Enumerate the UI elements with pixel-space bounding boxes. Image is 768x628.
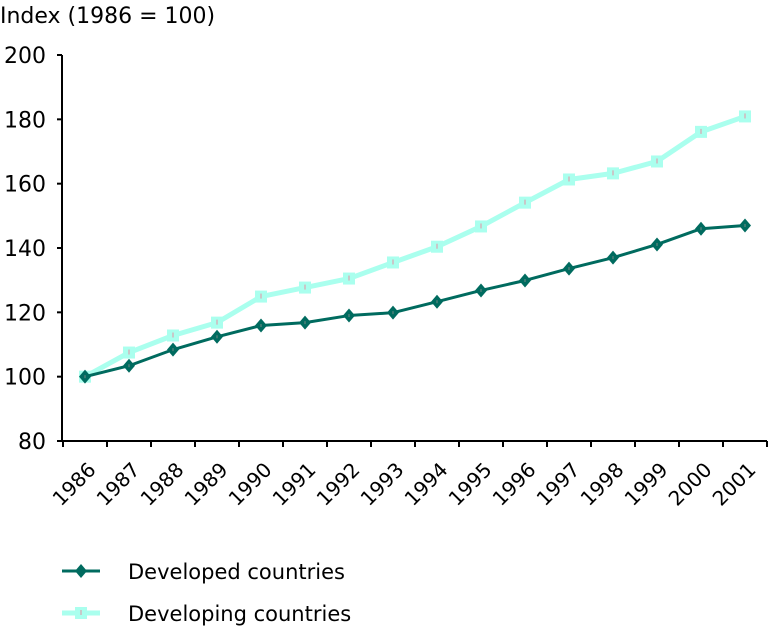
- series-layer: [79, 110, 751, 384]
- x-tick-label: 1997: [532, 458, 585, 511]
- data-point-center: [568, 267, 570, 271]
- x-tick-label: 1988: [136, 458, 189, 511]
- x-tick-label: 1996: [488, 458, 541, 511]
- data-point-center: [392, 311, 394, 315]
- x-tick-label: 1989: [180, 458, 233, 511]
- data-point-center: [216, 335, 218, 339]
- data-point-center: [480, 288, 482, 292]
- data-point-center: [436, 300, 438, 304]
- y-tick-label: 100: [4, 366, 46, 391]
- data-point-center: [612, 256, 614, 260]
- series-developed-countries: [79, 218, 751, 384]
- data-point-center: [172, 348, 174, 352]
- x-tick-label: 1991: [268, 458, 321, 511]
- y-tick-label: 200: [4, 44, 46, 69]
- legend: Developed countries Developing countries: [62, 560, 351, 626]
- x-tick-label: 2001: [708, 458, 761, 511]
- data-point-center: [128, 349, 130, 355]
- legend-item-developing: Developing countries: [62, 602, 351, 626]
- series-developing-countries: [79, 110, 751, 383]
- data-point-center: [260, 293, 262, 299]
- x-tick-label: 1986: [48, 458, 101, 511]
- y-tick-label: 120: [4, 301, 46, 326]
- y-axis: 80 100 120 140 160 180 200: [4, 44, 63, 455]
- y-tick-label: 80: [18, 430, 46, 455]
- legend-label-developed: Developed countries: [128, 560, 345, 584]
- x-tick-label: 1999: [620, 458, 673, 511]
- data-point-center: [260, 324, 262, 328]
- x-tick-label: 1992: [312, 458, 365, 511]
- data-point-center: [436, 243, 438, 249]
- data-point-center: [172, 332, 174, 338]
- legend-marker-diamond: [75, 564, 87, 578]
- x-tick-label: 1995: [444, 458, 497, 511]
- data-point-center: [128, 364, 130, 368]
- data-point-center: [612, 170, 614, 176]
- legend-label-developing: Developing countries: [128, 602, 351, 626]
- x-tick-label: 1993: [356, 458, 409, 511]
- data-point-center: [524, 278, 526, 282]
- data-point-center: [744, 223, 746, 227]
- series-line: [83, 114, 746, 379]
- data-point-center: [568, 176, 570, 182]
- data-point-center: [304, 321, 306, 325]
- data-point-center: [700, 227, 702, 231]
- data-point-center: [84, 375, 86, 379]
- y-tick-label: 160: [4, 173, 46, 198]
- data-point-center: [348, 275, 350, 281]
- series-line: [84, 223, 746, 379]
- data-point-center: [216, 319, 218, 325]
- x-axis: 1986198719881989199019911992199319941995…: [48, 440, 768, 511]
- legend-marker-dot: [80, 610, 82, 615]
- data-point-center: [304, 284, 306, 290]
- x-tick-label: 1990: [224, 458, 277, 511]
- data-point-center: [744, 113, 746, 119]
- legend-item-developed: Developed countries: [62, 560, 345, 584]
- x-tick-label: 1998: [576, 458, 629, 511]
- data-point-center: [656, 158, 658, 164]
- y-tick-label: 140: [4, 237, 46, 262]
- x-tick-label: 1994: [400, 458, 453, 511]
- y-axis-label: Index (1986 = 100): [0, 4, 215, 29]
- data-point-center: [392, 259, 394, 265]
- data-point-center: [524, 199, 526, 205]
- x-tick-label: 2000: [664, 458, 717, 511]
- y-tick-label: 180: [4, 108, 46, 133]
- data-point-center: [700, 128, 702, 134]
- data-point-center: [656, 242, 658, 246]
- data-point-center: [348, 314, 350, 318]
- x-tick-label: 1987: [92, 458, 145, 511]
- data-point-center: [480, 223, 482, 229]
